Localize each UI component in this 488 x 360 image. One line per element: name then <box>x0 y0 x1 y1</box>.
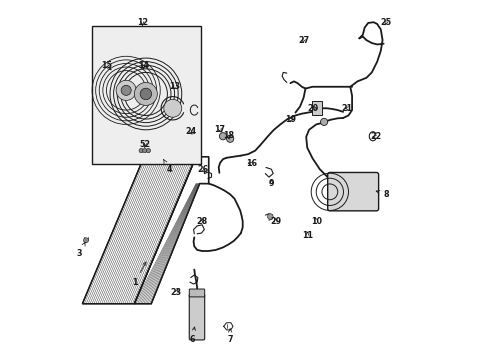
Text: 19: 19 <box>285 114 295 123</box>
Circle shape <box>140 88 151 100</box>
Text: 17: 17 <box>214 125 225 134</box>
Text: 11: 11 <box>301 231 312 240</box>
Circle shape <box>146 148 150 153</box>
Text: 9: 9 <box>268 179 274 188</box>
FancyBboxPatch shape <box>189 289 204 297</box>
Text: 8: 8 <box>375 190 388 199</box>
Circle shape <box>116 80 136 100</box>
Text: 25: 25 <box>380 18 391 27</box>
Circle shape <box>142 148 147 153</box>
Circle shape <box>163 99 182 117</box>
Text: 52: 52 <box>139 140 150 149</box>
Text: 23: 23 <box>170 288 182 297</box>
Text: 4: 4 <box>163 159 172 174</box>
Text: 16: 16 <box>245 159 257 168</box>
Circle shape <box>121 85 131 95</box>
Text: 26: 26 <box>197 165 208 174</box>
Bar <box>92 26 201 164</box>
Polygon shape <box>82 157 196 304</box>
Text: 10: 10 <box>310 217 321 226</box>
Bar <box>311 101 321 116</box>
Text: 21: 21 <box>341 104 351 113</box>
Circle shape <box>139 148 143 153</box>
Text: 29: 29 <box>270 217 281 226</box>
Text: 28: 28 <box>196 217 207 226</box>
Text: 24: 24 <box>185 127 196 136</box>
Circle shape <box>267 214 273 220</box>
Text: 18: 18 <box>223 131 233 140</box>
Circle shape <box>219 133 226 140</box>
Text: 22: 22 <box>370 132 381 141</box>
Polygon shape <box>134 157 208 304</box>
FancyBboxPatch shape <box>189 294 204 340</box>
Text: 1: 1 <box>132 262 145 287</box>
Text: 14: 14 <box>138 61 149 70</box>
Circle shape <box>83 238 88 243</box>
Circle shape <box>320 118 327 126</box>
Text: 20: 20 <box>307 104 318 113</box>
Circle shape <box>226 135 233 142</box>
FancyBboxPatch shape <box>327 172 378 211</box>
Circle shape <box>134 82 157 105</box>
Text: 15: 15 <box>101 61 112 70</box>
Text: 7: 7 <box>227 329 232 344</box>
Text: 12: 12 <box>137 18 147 27</box>
Text: 3: 3 <box>77 242 85 258</box>
Text: 27: 27 <box>298 36 308 45</box>
Text: 13: 13 <box>169 82 180 91</box>
Text: 6: 6 <box>189 327 195 344</box>
